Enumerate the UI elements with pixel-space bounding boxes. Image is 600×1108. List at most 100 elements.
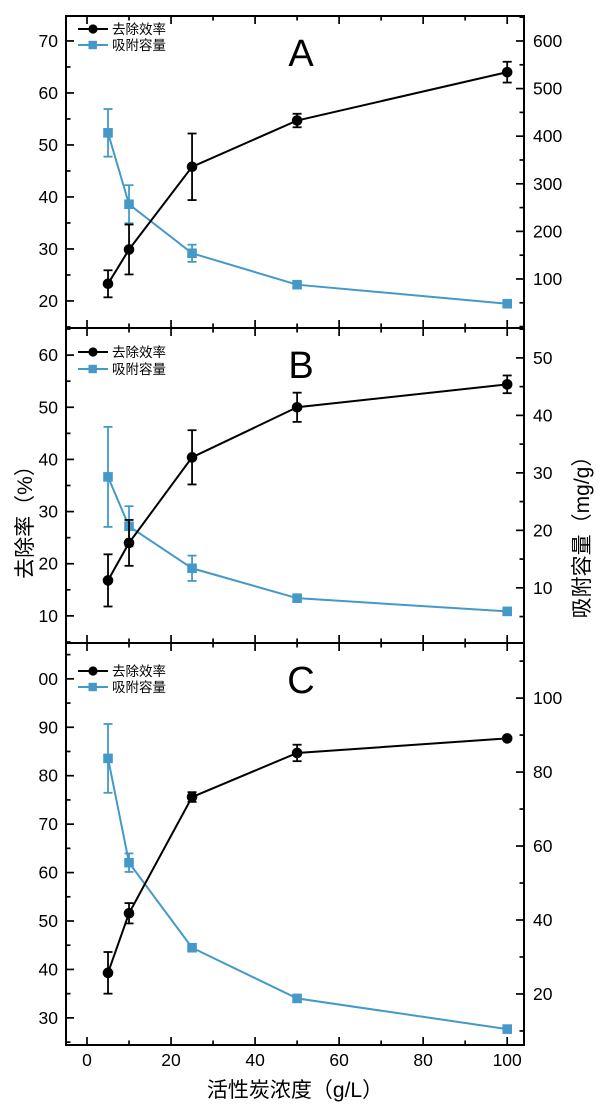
left-tick-label: 40 <box>39 449 59 469</box>
data-point-square <box>124 857 134 868</box>
data-point-circle <box>102 575 114 586</box>
panel-letter: C <box>287 660 314 702</box>
left-tick-label: 30 <box>39 502 59 522</box>
legend-item: 吸附容量 <box>78 361 166 377</box>
data-point-circle <box>102 278 114 290</box>
left-tick-label: 20 <box>39 291 59 311</box>
legend-label: 去除效率 <box>112 663 166 679</box>
left-tick-label: 30 <box>39 239 59 259</box>
x-tick-label: 60 <box>329 1050 349 1070</box>
data-point-circle <box>186 452 198 463</box>
data-point-circle <box>501 379 513 390</box>
data-point-circle <box>123 537 135 549</box>
series-removal <box>102 374 513 608</box>
legend-item: 去除效率 <box>78 344 166 360</box>
legend-marker-square <box>88 364 97 374</box>
data-point-square <box>502 1024 512 1034</box>
panel-letter: A <box>288 33 314 75</box>
right-axis-title: 吸附容量（mg/g） <box>571 446 594 619</box>
data-point-square <box>292 993 302 1004</box>
left-tick-label: 60 <box>39 83 59 103</box>
right-tick-label: 10 <box>533 578 553 598</box>
data-point-square <box>103 472 113 482</box>
data-point-circle <box>291 401 303 413</box>
legend-label: 吸附容量 <box>112 361 166 377</box>
series-capacity <box>103 108 512 309</box>
left-tick-label: 70 <box>39 814 59 834</box>
right-tick-label: 40 <box>533 910 553 930</box>
right-tick-label: 400 <box>533 126 562 146</box>
x-tick-label: 40 <box>245 1050 265 1070</box>
legend-item: 去除效率 <box>78 663 166 679</box>
legend-item: 吸附容量 <box>78 37 166 53</box>
left-tick-label: 10 <box>39 606 59 626</box>
left-tick-label: 50 <box>39 135 59 155</box>
data-point-square <box>502 606 512 617</box>
legend-marker-circle <box>88 347 98 357</box>
data-point-circle <box>501 733 513 744</box>
data-point-square <box>502 298 512 309</box>
right-tick-label: 50 <box>533 348 553 368</box>
data-point-circle <box>186 161 198 173</box>
left-tick-label: 00 <box>39 669 59 689</box>
series-line <box>107 132 508 305</box>
x-tick-label: 100 <box>493 1050 522 1070</box>
right-tick-label: 20 <box>533 520 553 540</box>
legend-marker-square <box>88 682 97 692</box>
data-point-square <box>124 199 134 210</box>
series-capacity <box>103 723 512 1034</box>
right-tick-label: 40 <box>533 405 553 425</box>
series-capacity <box>103 425 512 617</box>
right-tick-label: 60 <box>533 836 553 856</box>
series-line <box>107 71 508 285</box>
right-tick-label: 30 <box>533 463 553 483</box>
x-tick-label: 20 <box>161 1050 181 1070</box>
right-tick-label: 100 <box>533 688 562 708</box>
data-point-circle <box>123 907 135 919</box>
legend-label: 吸附容量 <box>112 679 166 695</box>
data-point-circle <box>501 66 513 78</box>
left-tick-label: 40 <box>39 187 59 207</box>
x-axis-title: 活性炭浓度（g/L） <box>207 1079 383 1102</box>
data-point-circle <box>291 115 303 126</box>
legend-label: 去除效率 <box>112 344 166 360</box>
right-tick-label: 600 <box>533 31 562 51</box>
legend-item: 去除效率 <box>78 21 166 37</box>
data-point-square <box>103 128 113 138</box>
left-tick-label: 80 <box>39 766 59 786</box>
legend-label: 吸附容量 <box>112 37 166 53</box>
data-point-square <box>292 279 302 290</box>
left-tick-label: 40 <box>39 959 59 979</box>
data-point-square <box>187 248 197 259</box>
legend-marker-circle <box>88 666 98 676</box>
right-tick-label: 20 <box>533 984 553 1004</box>
x-tick-label: 80 <box>413 1050 433 1070</box>
left-axis-title: 去除率（%） <box>14 455 37 579</box>
series-line <box>107 476 508 613</box>
left-tick-label: 20 <box>39 554 59 574</box>
legend-marker-square <box>88 40 97 50</box>
right-tick-label: 100 <box>533 269 562 289</box>
left-tick-label: 30 <box>39 1008 59 1028</box>
legend-marker-circle <box>88 24 98 34</box>
panel-frame <box>65 642 525 1046</box>
right-tick-label: 200 <box>533 221 562 241</box>
data-point-circle <box>102 967 114 979</box>
left-tick-label: 90 <box>39 717 59 737</box>
legend-label: 去除效率 <box>112 21 166 37</box>
data-point-square <box>292 593 302 603</box>
left-tick-label: 50 <box>39 911 59 931</box>
data-point-circle <box>186 791 198 803</box>
data-point-square <box>103 753 113 764</box>
right-tick-label: 500 <box>533 79 562 99</box>
legend-item: 吸附容量 <box>78 679 166 695</box>
data-point-circle <box>291 747 303 759</box>
